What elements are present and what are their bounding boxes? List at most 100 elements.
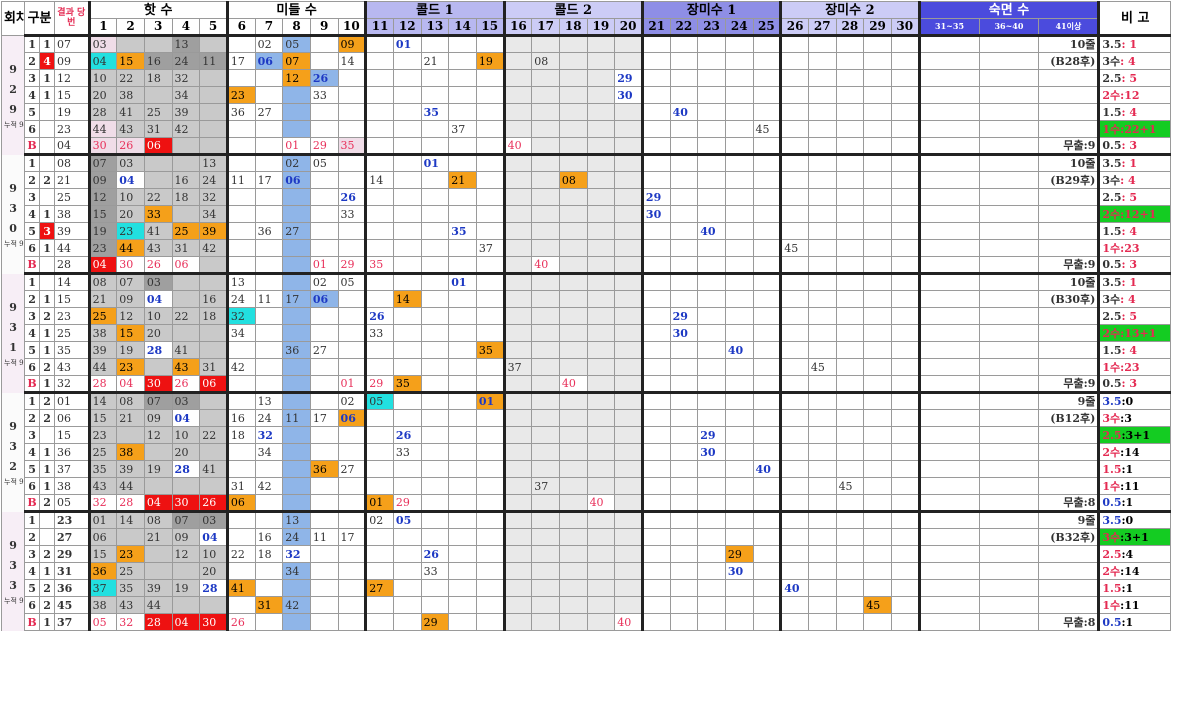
number-cell-4: 09 (171, 528, 201, 546)
number-cell-15 (475, 171, 505, 189)
number-cell-17 (531, 205, 560, 223)
note-prefix: 무출:9 (1038, 256, 1100, 274)
number-cell-15 (475, 528, 505, 546)
number-cell-3: 44 (143, 596, 173, 614)
note-cell: 2.5: 5 (1097, 188, 1171, 206)
number-cell-2: 15 (116, 52, 145, 70)
number-cell-24 (724, 477, 754, 495)
number-cell-1: 36 (87, 562, 118, 580)
number-cell-22 (669, 171, 699, 189)
number-cell-28 (835, 103, 865, 121)
number-cell-26 (779, 443, 809, 461)
number-cell-24 (724, 613, 754, 631)
number-cell-17 (531, 341, 560, 359)
number-cell-22 (669, 494, 699, 512)
number-cell-2: 28 (116, 494, 145, 512)
number-cell-27 (807, 272, 837, 291)
number-cell-3 (143, 562, 173, 580)
number-cell-8: 02 (282, 153, 311, 172)
number-cell-1: 25 (87, 443, 118, 461)
number-cell-9: 17 (309, 409, 339, 427)
round-cumulative: 누적 96 (4, 359, 24, 367)
number-cell-27 (807, 409, 837, 427)
number-cell-25 (752, 256, 782, 274)
number-cell-21 (640, 222, 671, 240)
number-cell-26 (779, 153, 809, 172)
number-cell-11 (364, 205, 394, 223)
number-cell-20 (614, 171, 643, 189)
number-cell-23 (697, 409, 726, 427)
group-count (39, 426, 56, 444)
number-cell-19 (586, 545, 616, 563)
number-cell-5 (199, 443, 228, 461)
number-cell-9 (309, 426, 339, 444)
number-cell-16 (502, 391, 533, 410)
result-number: 23 (54, 307, 90, 325)
group-label: 2 (24, 171, 41, 189)
number-cell-31 (917, 52, 980, 70)
number-cell-19 (586, 69, 616, 87)
group-count (39, 153, 56, 172)
number-cell-24: 30 (724, 562, 754, 580)
number-cell-18 (558, 222, 588, 240)
number-cell-25 (752, 443, 782, 461)
number-cell-23 (697, 239, 726, 257)
number-cell-11 (364, 52, 394, 70)
number-cell-14 (448, 375, 477, 393)
number-cell-12 (392, 137, 422, 155)
number-cell-26 (779, 103, 809, 121)
number-cell-8: 36 (282, 341, 311, 359)
number-cell-7: 02 (254, 34, 284, 53)
number-cell-27 (807, 256, 837, 274)
number-cell-13 (420, 460, 450, 478)
number-cell-28 (835, 426, 865, 444)
group-count: 1 (39, 375, 56, 393)
number-cell-33 (1038, 579, 1100, 597)
number-cell-23 (697, 205, 726, 223)
number-cell-28 (835, 613, 865, 631)
table-row: 5 3 39 19 23 41 25 39 36 27 35 40 1.5: 4 (2, 222, 1171, 240)
number-cell-6 (225, 188, 256, 206)
number-cell-25 (752, 409, 782, 427)
group-count: 2 (39, 494, 56, 512)
number-cell-28 (835, 239, 865, 257)
round-number: 9 3 3 누적 98 (0, 511, 26, 631)
group-label: B (24, 375, 41, 393)
group-label: 2 (24, 409, 41, 427)
number-cell-33 (1038, 477, 1100, 495)
number-cell-3: 25 (143, 103, 173, 121)
note-cell: 3수: 4 (1097, 290, 1171, 308)
note-cell: 1수:23 (1097, 239, 1171, 257)
number-cell-12: 14 (392, 290, 422, 308)
number-cell-16 (502, 86, 533, 104)
note-value: : 5 (1121, 309, 1138, 323)
number-cell-30 (890, 324, 920, 342)
number-cell-1: 38 (87, 596, 118, 614)
note-cell: 0.5: 3 (1097, 137, 1171, 155)
number-cell-32 (978, 324, 1040, 342)
number-cell-12: 26 (392, 426, 422, 444)
number-cell-15: 37 (475, 239, 505, 257)
number-cell-22 (669, 443, 699, 461)
number-cell-17 (531, 358, 560, 376)
number-cell-21: 30 (640, 205, 671, 223)
number-cell-9 (309, 103, 339, 121)
note-key: 0.5 (1102, 496, 1122, 509)
number-cell-24 (724, 188, 754, 206)
number-cell-5: 28 (199, 579, 228, 597)
group-label: 6 (24, 358, 41, 376)
result-number: 38 (54, 477, 90, 495)
note-value: :23 (1120, 241, 1140, 255)
number-cell-5 (199, 86, 228, 104)
number-cell-13: 29 (420, 613, 450, 631)
number-cell-21 (640, 358, 671, 376)
number-cell-24 (724, 52, 754, 70)
number-cell-14 (448, 528, 477, 546)
round-cumulative: 누적 98 (4, 597, 24, 605)
number-cell-16 (502, 426, 533, 444)
note-cell: 1수:23 (1097, 358, 1171, 376)
number-cell-9 (309, 391, 339, 410)
number-cell-22 (669, 222, 699, 240)
header-num-22: 22 (669, 18, 699, 36)
number-cell-3: 33 (143, 205, 173, 223)
